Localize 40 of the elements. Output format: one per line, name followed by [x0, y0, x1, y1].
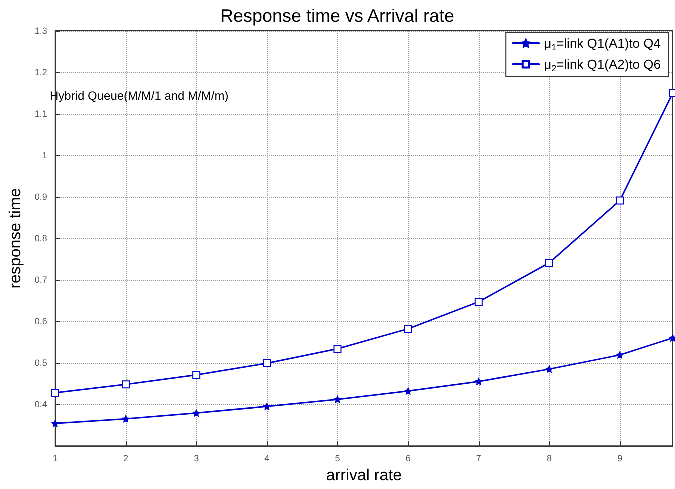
x-tick-label: 9 [618, 454, 623, 464]
point [334, 396, 342, 404]
point [193, 410, 200, 417]
chart-title: Response time vs Arrival rate [220, 6, 455, 26]
x-tick-label: 2 [123, 454, 128, 464]
y-tick-label: 0.8 [34, 234, 48, 244]
y-tick-label: 1.2 [34, 68, 48, 78]
point [404, 388, 412, 395]
y-tick-label: 0.5 [34, 358, 48, 368]
x-tick-label: 8 [546, 454, 552, 464]
y-tick-label: 0.6 [34, 316, 48, 327]
y-tick-label: 0.4 [34, 400, 48, 410]
point [264, 403, 271, 410]
point [192, 371, 201, 380]
point [122, 416, 130, 423]
y-tick-label: 0.9 [34, 192, 48, 202]
x-tick-label: 6 [406, 454, 411, 464]
point [263, 359, 272, 368]
point [546, 366, 553, 373]
point [616, 196, 624, 205]
y-tick-label: 1.3 [34, 26, 48, 36]
x-axis-title: arrival rate [326, 468, 402, 484]
y-tick-label: 1.1 [34, 109, 48, 120]
x-tick-label: 4 [264, 454, 270, 464]
point [474, 298, 483, 306]
point [51, 388, 60, 397]
x-tick-label: 7 [476, 454, 482, 464]
x-tick-label: 3 [194, 454, 200, 464]
x-tick-label: 1 [52, 454, 58, 464]
y-axis-title: response time [8, 188, 24, 289]
point [475, 378, 482, 386]
point [52, 420, 59, 428]
point [334, 344, 342, 353]
y-tick-label: 1 [42, 150, 48, 161]
point [616, 352, 624, 359]
point [545, 259, 554, 268]
y-tick-label: 0.7 [34, 275, 48, 286]
point [404, 325, 412, 334]
x-tick-label: 5 [335, 454, 340, 464]
point [122, 380, 130, 389]
